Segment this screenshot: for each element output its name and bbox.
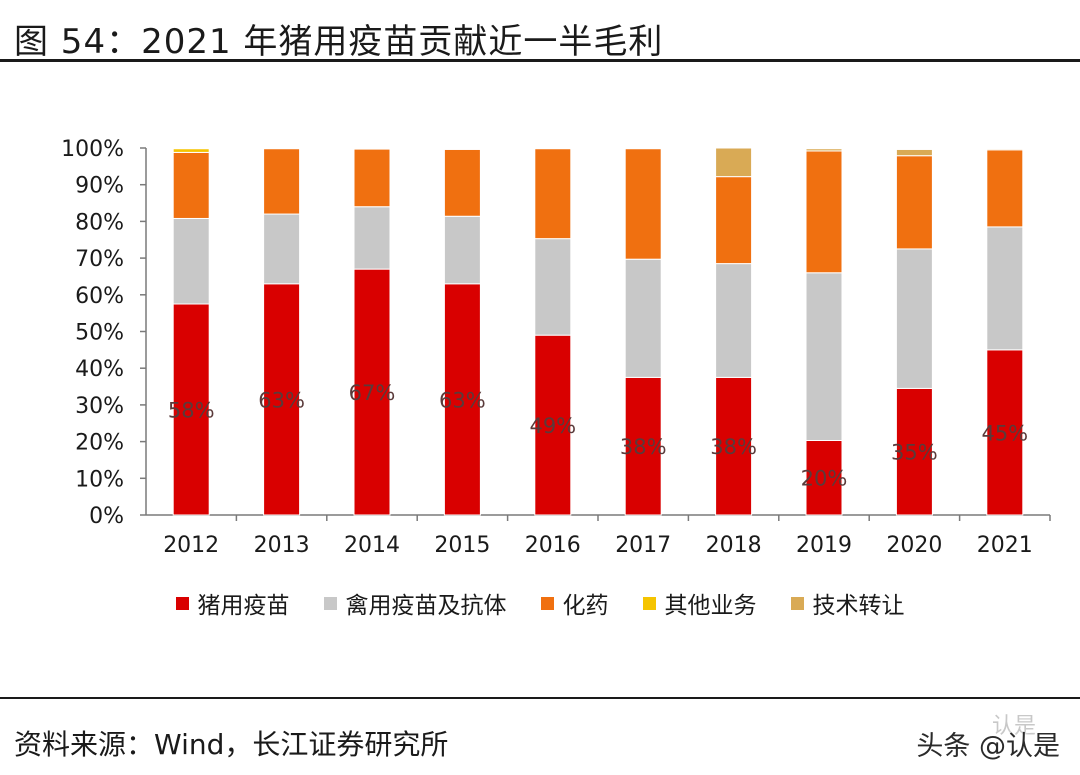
- data-label: 67%: [349, 381, 396, 405]
- source-rule: [0, 697, 1080, 699]
- x-tick-label: 2016: [525, 533, 581, 558]
- bar-segment: [263, 283, 301, 516]
- stacked-bar-chart: 0% 10% 20% 30% 40% 50% 60% 70% 80% 90% 100% 58% 2012…: [61, 137, 1051, 558]
- legend-label: 禽用疫苗及抗体: [345, 593, 507, 619]
- title-rule: [0, 59, 1080, 62]
- y-tick-label: 90%: [75, 174, 124, 199]
- bar-segment: [715, 376, 753, 516]
- data-label: 35%: [891, 441, 938, 465]
- bar-segment: [172, 148, 210, 153]
- x-tick-label: 2015: [434, 533, 490, 558]
- legend-item: 其他业务: [642, 586, 757, 620]
- bar-segment: [986, 148, 1024, 151]
- y-tick-label: 10%: [75, 467, 124, 492]
- y-tick-label: 100%: [61, 137, 124, 162]
- bar-segment: [534, 148, 572, 240]
- chart-legend: 猪用疫苗 禽用疫苗及抗体 化药 其他业务 技术转让: [0, 586, 1080, 620]
- bar-segment: [172, 303, 210, 516]
- x-tick-label: 2013: [254, 533, 310, 558]
- y-tick-label: 80%: [75, 210, 124, 235]
- bar-segment: [443, 215, 481, 285]
- legend-item: 禽用疫苗及抗体: [323, 586, 507, 620]
- bar-segment: [895, 148, 933, 157]
- x-tick-label: 2012: [163, 533, 219, 558]
- bar-segment: [715, 263, 753, 378]
- legend-swatch: [323, 596, 337, 610]
- watermark-ghost-text: 认是: [991, 714, 1036, 739]
- data-label: 45%: [981, 421, 1028, 445]
- bar-segment: [986, 149, 1024, 228]
- legend-item: 化药: [540, 586, 609, 620]
- y-tick-label: 50%: [75, 321, 124, 346]
- y-tick-label: 30%: [75, 394, 124, 419]
- legend-swatch: [540, 596, 554, 610]
- y-tick-label: 0%: [89, 504, 124, 529]
- legend-label: 化药: [562, 593, 609, 619]
- data-label: 63%: [439, 388, 486, 412]
- bar-segment: [443, 283, 481, 516]
- data-label: 38%: [710, 435, 757, 459]
- x-tick-label: 2014: [344, 533, 400, 558]
- bar-segment: [172, 151, 210, 219]
- bar-segment: [895, 387, 933, 516]
- x-tick-label: 2020: [886, 533, 942, 558]
- bar-segment: [805, 150, 843, 274]
- watermark: 头条 @认是: [916, 731, 1060, 762]
- x-tick-label: 2021: [977, 533, 1033, 558]
- bar-segment: [353, 206, 391, 270]
- data-label: 49%: [529, 414, 576, 438]
- legend-item: 猪用疫苗: [175, 586, 290, 620]
- bar-segment: [353, 268, 391, 516]
- bar-segment: [986, 349, 1024, 516]
- legend-swatch: [175, 596, 189, 610]
- bar-segment: [986, 226, 1024, 351]
- bar-segment: [715, 147, 753, 178]
- bar-segment: [534, 238, 572, 336]
- bar-segment: [263, 213, 301, 285]
- bar-segment: [353, 148, 391, 208]
- bar-segment: [443, 148, 481, 217]
- bar-segment: [624, 258, 662, 378]
- legend-label: 技术转让: [812, 593, 905, 619]
- y-tick-label: 70%: [75, 247, 124, 272]
- data-label: 58%: [168, 398, 215, 422]
- data-label: 20%: [801, 467, 848, 491]
- data-label: 63%: [258, 388, 305, 412]
- source-note: 资料来源：Wind，长江证券研究所: [14, 728, 449, 761]
- bar-segment: [624, 148, 662, 260]
- bar-segment: [263, 148, 301, 215]
- bar-segment: [895, 248, 933, 389]
- legend-swatch: [790, 596, 804, 610]
- y-tick-label: 40%: [75, 357, 124, 382]
- data-label: 38%: [620, 435, 667, 459]
- legend-swatch: [642, 596, 656, 610]
- legend-item: 技术转让: [790, 586, 905, 620]
- bar-segment: [805, 272, 843, 441]
- bar-segment: [805, 148, 843, 152]
- y-tick-label: 20%: [75, 431, 124, 456]
- bar-segment: [895, 155, 933, 250]
- figure-title: 图 54：2021 年猪用疫苗贡献近一半毛利: [14, 22, 664, 62]
- x-tick-label: 2019: [796, 533, 852, 558]
- bar-segment: [534, 334, 572, 516]
- legend-label: 猪用疫苗: [197, 593, 290, 619]
- legend-label: 其他业务: [664, 593, 757, 619]
- bar-segment: [715, 176, 753, 265]
- bar-segment: [624, 376, 662, 516]
- bar-segment: [805, 439, 843, 516]
- bar-segment: [172, 217, 210, 305]
- y-tick-label: 60%: [75, 284, 124, 309]
- x-tick-label: 2017: [615, 533, 671, 558]
- x-tick-label: 2018: [706, 533, 762, 558]
